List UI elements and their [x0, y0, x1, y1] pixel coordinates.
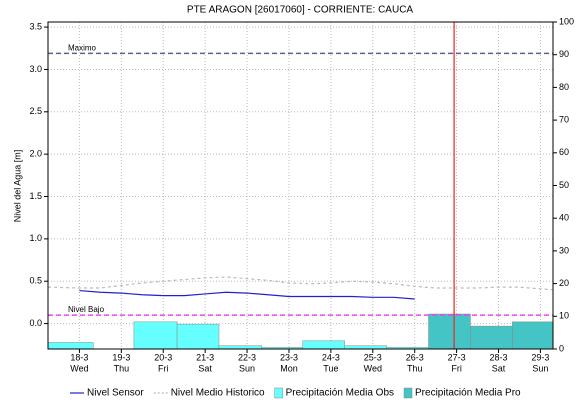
- y2-tick-label: 70: [559, 114, 569, 124]
- x-tick-label: 24-3: [322, 352, 340, 362]
- x-tick-weekday: Tue: [323, 363, 338, 373]
- y2-tick-label: 100: [559, 16, 574, 26]
- x-tick-weekday: Sun: [239, 363, 255, 373]
- reference-label: Maximo: [68, 43, 97, 52]
- y-axis-label: Nivel del Agua [m]: [12, 150, 22, 223]
- x-tick-weekday: Sat: [198, 363, 212, 373]
- x-tick-label: 23-3: [280, 352, 298, 362]
- legend-label: Precipitación Media Pro: [415, 388, 521, 399]
- x-tick-label: 26-3: [406, 352, 424, 362]
- x-tick-label: 19-3: [112, 352, 130, 362]
- y2-tick-label: 0: [559, 343, 564, 353]
- y-tick-label: 2.5: [29, 106, 42, 116]
- x-tick-weekday: Fri: [451, 363, 462, 373]
- precip-bar: [302, 340, 345, 350]
- level-line: [79, 289, 415, 300]
- precip-bar: [133, 321, 178, 350]
- x-tick-weekday: Fri: [158, 363, 169, 373]
- x-tick-label: 18-3: [70, 352, 88, 362]
- precip-bar: [47, 342, 94, 350]
- precip-bar: [176, 323, 220, 350]
- y2-tick-label: 50: [559, 180, 569, 190]
- y-tick-label: 3.5: [29, 21, 42, 31]
- x-tick-weekday: Wed: [364, 363, 382, 373]
- x-tick-weekday: Wed: [70, 363, 88, 373]
- x-tick-weekday: Thu: [407, 363, 423, 373]
- x-tick-label: 21-3: [196, 352, 214, 362]
- y2-tick-label: 40: [559, 213, 569, 223]
- plot-frame: [47, 21, 554, 350]
- legend-label: Nivel Sensor: [87, 388, 144, 399]
- y-tick-label: 0.5: [29, 276, 42, 286]
- x-tick-weekday: Sat: [492, 363, 506, 373]
- x-tick-label: 27-3: [448, 352, 466, 362]
- x-tick-weekday: Thu: [114, 363, 130, 373]
- x-tick-weekday: Mon: [280, 363, 298, 373]
- legend-label: Nivel Medio Historico: [171, 388, 265, 399]
- y-tick-label: 1.5: [29, 191, 42, 201]
- chart-title: PTE ARAGON [26017060] - CORRIENTE: CAUCA: [187, 5, 414, 16]
- reference-label: Nivel Bajo: [68, 305, 105, 314]
- y-tick-label: 2.0: [29, 149, 42, 159]
- x-tick-label: 29-3: [531, 352, 549, 362]
- y2-tick-label: 10: [559, 311, 569, 321]
- precip-bar: [428, 313, 471, 350]
- precip-bar: [512, 321, 554, 350]
- y-tick-label: 0.0: [29, 318, 42, 328]
- y2-tick-label: 80: [559, 82, 569, 92]
- y2-tick-label: 30: [559, 245, 569, 255]
- y-tick-label: 3.0: [29, 64, 42, 74]
- y2-tick-label: 90: [559, 49, 569, 59]
- legend-swatch: [403, 387, 413, 399]
- x-tick-label: 28-3: [490, 352, 508, 362]
- plot-area: [48, 22, 553, 349]
- x-tick-label: 22-3: [238, 352, 256, 362]
- x-tick-label: 20-3: [154, 352, 172, 362]
- y-tick-label: 1.0: [29, 233, 42, 243]
- y2-tick-label: 60: [559, 147, 569, 157]
- legend-swatch: [274, 387, 283, 399]
- legend-label: Precipitación Media Obs: [286, 388, 394, 399]
- precip-bar: [470, 325, 513, 350]
- y2-tick-label: 20: [559, 278, 569, 288]
- x-tick-label: 25-3: [364, 352, 382, 362]
- x-tick-weekday: Sun: [532, 363, 548, 373]
